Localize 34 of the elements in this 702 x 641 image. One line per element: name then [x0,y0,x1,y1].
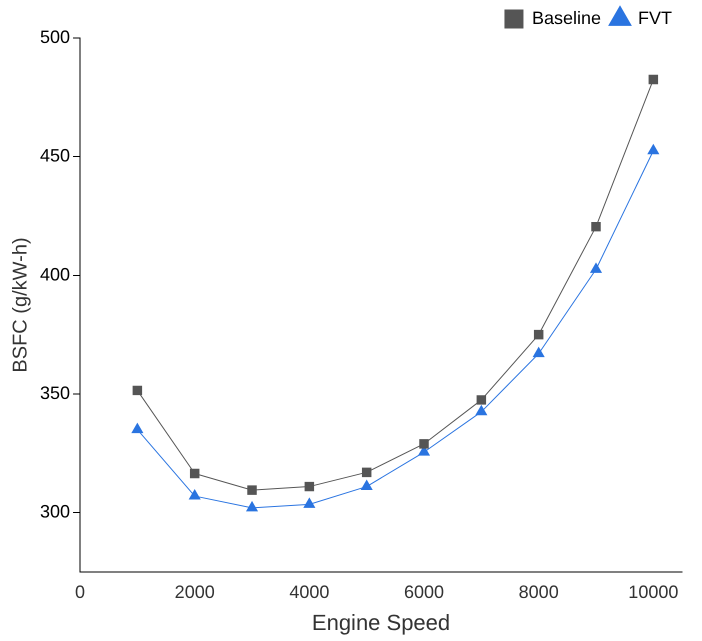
point [132,423,144,434]
y-tick-label: 500 [40,26,70,47]
x-tick-label: 0 [75,582,86,602]
x-tick-label: 2000 [174,582,215,602]
point [419,439,429,449]
point [476,405,488,416]
x-axis-title: Engine Speed [312,610,450,635]
point [246,501,258,512]
y-tick-label: 450 [40,146,70,166]
point [476,395,486,405]
point [648,74,658,84]
x-tick-label: 10000 [628,582,678,602]
point [304,498,316,508]
y-tick-label: 400 [40,264,70,284]
x-tick-label: 6000 [404,582,444,602]
point [190,468,200,478]
y-tick-label: 300 [40,502,70,522]
point [534,330,544,340]
x-tick-label: 4000 [289,582,330,602]
y-tick-label: 350 [40,382,70,403]
point [132,386,142,396]
x-tick-label: 8000 [518,582,559,602]
point [362,468,372,478]
point [532,347,544,358]
y-axis-title: BSFC (g/kW-h) [10,237,32,373]
point [591,222,601,232]
point [247,485,257,495]
point [304,482,314,492]
point [188,490,200,500]
point [590,262,602,273]
point [648,144,660,154]
point [360,480,372,490]
legend-label: FVT [638,8,672,28]
legend-label: Baseline [532,8,602,28]
